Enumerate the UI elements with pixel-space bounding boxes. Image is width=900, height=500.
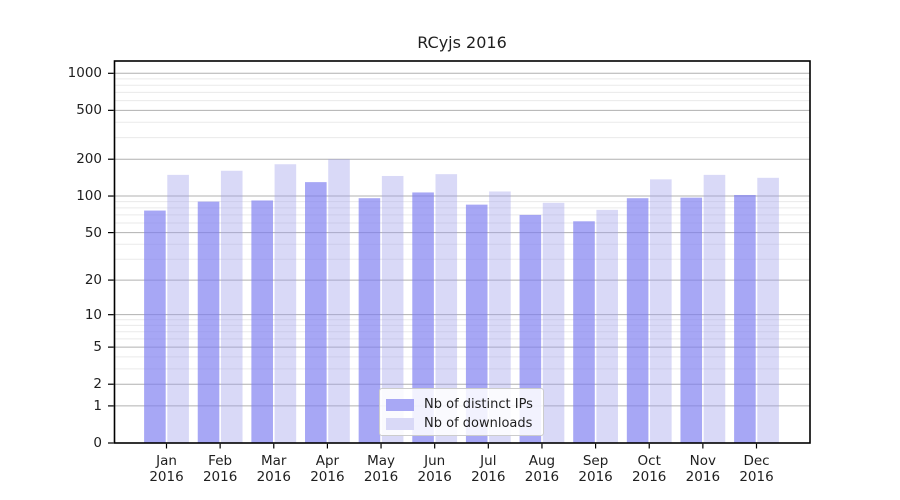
- y-tick-label-5: 5: [93, 339, 102, 356]
- x-tick-year: 2016: [632, 469, 667, 485]
- x-tick-label-jun: Jun 2016: [403, 453, 467, 485]
- bar-downloads-jun: [435, 174, 458, 444]
- x-tick-label-apr: Apr 2016: [295, 453, 359, 485]
- x-tick-year: 2016: [256, 469, 291, 485]
- x-tick-year: 2016: [149, 469, 184, 485]
- bar-ips-mar: [251, 200, 273, 443]
- bar-downloads-feb: [220, 170, 243, 444]
- legend-swatch-downloads: [386, 417, 414, 430]
- y-tick-label-500: 500: [76, 102, 102, 119]
- x-tick-year: 2016: [363, 469, 399, 485]
- x-tick-month: Dec: [743, 453, 770, 469]
- y-tick-label-20: 20: [84, 272, 102, 289]
- x-tick-year: 2016: [471, 469, 506, 485]
- legend-item-distinct-ips: Nb of distinct IPs: [386, 395, 543, 414]
- x-tick-label-sep: Sep 2016: [564, 453, 628, 485]
- bar-downloads-mar: [274, 164, 297, 443]
- bar-ips-dec: [734, 194, 756, 443]
- bar-ips-sep: [573, 221, 595, 443]
- bar-downloads-oct: [650, 179, 672, 443]
- bar-downloads-jan: [167, 174, 189, 443]
- legend-swatch-distinct-ips: [386, 398, 414, 411]
- x-tick-year: 2016: [739, 469, 774, 485]
- x-tick-label-jul: Jul 2016: [456, 453, 520, 485]
- x-tick-label-mar: Mar 2016: [242, 453, 306, 485]
- legend-label-downloads: Nb of downloads: [424, 416, 533, 431]
- x-tick-label-oct: Oct 2016: [617, 453, 681, 485]
- y-tick-label-1: 1: [93, 397, 102, 414]
- x-tick-year: 2016: [685, 469, 721, 485]
- y-tick-label-50: 50: [84, 224, 102, 241]
- x-tick-year: 2016: [310, 469, 345, 485]
- x-tick-month: Oct: [637, 453, 661, 469]
- bar-ips-feb: [197, 201, 220, 443]
- y-tick-label-200: 200: [76, 151, 102, 168]
- bar-ips-jun: [412, 192, 434, 443]
- x-tick-month: May: [367, 453, 395, 469]
- x-tick-month: Feb: [208, 453, 233, 469]
- y-tick-label-10: 10: [84, 306, 102, 323]
- x-tick-month: Jul: [480, 453, 497, 469]
- y-tick-label-2: 2: [93, 376, 102, 393]
- bar-ips-nov: [680, 197, 703, 443]
- chart-title: RCyjs 2016: [417, 33, 507, 52]
- x-tick-month: Sep: [582, 453, 609, 469]
- y-tick-label-1000: 1000: [67, 65, 102, 82]
- x-tick-label-dec: Dec 2016: [725, 453, 789, 485]
- x-tick-label-aug: Aug 2016: [510, 453, 574, 485]
- x-tick-month: Nov: [689, 453, 717, 469]
- bar-ips-aug: [519, 214, 542, 443]
- x-tick-month: Apr: [315, 453, 340, 469]
- axes-spines: [113, 60, 811, 444]
- bar-downloads-jul: [489, 191, 511, 443]
- x-tick-label-feb: Feb 2016: [188, 453, 252, 485]
- x-tick-year: 2016: [524, 469, 560, 485]
- bar-downloads-dec: [757, 177, 779, 444]
- bar-downloads-apr: [328, 159, 350, 443]
- x-tick-month: Jun: [424, 453, 446, 469]
- bar-ips-oct: [626, 198, 649, 443]
- x-tick-year: 2016: [202, 469, 238, 485]
- bar-downloads-aug: [542, 202, 565, 443]
- legend-label-distinct-ips: Nb of distinct IPs: [424, 397, 533, 412]
- bar-ips-jan: [144, 210, 166, 443]
- x-tick-label-jan: Jan 2016: [135, 453, 199, 485]
- legend-item-downloads: Nb of downloads: [386, 414, 543, 433]
- bar-ips-apr: [305, 182, 327, 443]
- y-tick-label-100: 100: [76, 188, 102, 205]
- x-tick-month: Mar: [261, 453, 287, 469]
- bar-ips-jul: [465, 204, 488, 443]
- x-tick-month: Aug: [528, 453, 556, 469]
- x-tick-label-nov: Nov 2016: [671, 453, 735, 485]
- x-tick-label-may: May 2016: [349, 453, 413, 485]
- bar-downloads-may: [381, 175, 404, 444]
- bar-downloads-nov: [703, 174, 726, 443]
- y-tick-label-0: 0: [93, 435, 102, 451]
- x-tick-year: 2016: [417, 469, 452, 485]
- legend: Nb of distinct IPs Nb of downloads: [379, 388, 544, 436]
- bar-downloads-sep: [596, 209, 618, 443]
- x-tick-year: 2016: [578, 469, 613, 485]
- bar-ips-may: [358, 198, 381, 443]
- x-tick-month: Jan: [156, 453, 177, 469]
